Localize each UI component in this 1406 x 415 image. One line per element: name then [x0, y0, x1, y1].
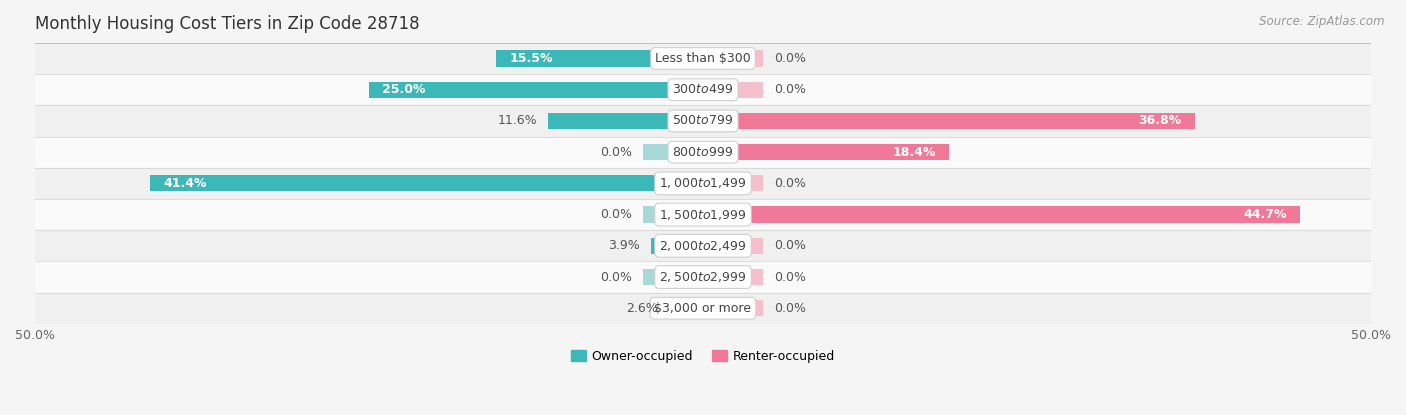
Bar — [703, 300, 763, 316]
Text: 11.6%: 11.6% — [498, 115, 537, 127]
Text: 0.0%: 0.0% — [600, 146, 633, 159]
Text: 0.0%: 0.0% — [773, 83, 806, 96]
Text: 41.4%: 41.4% — [163, 177, 207, 190]
Bar — [150, 175, 703, 191]
Bar — [35, 43, 1371, 74]
Text: Source: ZipAtlas.com: Source: ZipAtlas.com — [1260, 15, 1385, 27]
Text: 0.0%: 0.0% — [773, 271, 806, 283]
Bar — [496, 50, 703, 67]
Bar — [703, 50, 763, 67]
Text: $300 to $499: $300 to $499 — [672, 83, 734, 96]
Bar — [35, 74, 1371, 105]
Text: 0.0%: 0.0% — [773, 52, 806, 65]
Text: $1,000 to $1,499: $1,000 to $1,499 — [659, 176, 747, 190]
Bar — [643, 206, 703, 223]
Bar — [35, 261, 1371, 293]
Bar — [35, 105, 1371, 137]
Bar — [643, 144, 703, 160]
Text: 3.9%: 3.9% — [609, 239, 640, 252]
Text: 0.0%: 0.0% — [600, 271, 633, 283]
Bar — [703, 269, 763, 285]
Text: 25.0%: 25.0% — [382, 83, 426, 96]
Text: 36.8%: 36.8% — [1139, 115, 1181, 127]
Bar — [548, 113, 703, 129]
Text: $500 to $799: $500 to $799 — [672, 115, 734, 127]
Bar — [643, 269, 703, 285]
Legend: Owner-occupied, Renter-occupied: Owner-occupied, Renter-occupied — [565, 345, 841, 368]
Text: Less than $300: Less than $300 — [655, 52, 751, 65]
Text: $3,000 or more: $3,000 or more — [655, 302, 751, 315]
Text: $2,500 to $2,999: $2,500 to $2,999 — [659, 270, 747, 284]
Text: 0.0%: 0.0% — [773, 239, 806, 252]
Text: $1,500 to $1,999: $1,500 to $1,999 — [659, 208, 747, 222]
Text: 0.0%: 0.0% — [600, 208, 633, 221]
Bar — [703, 238, 763, 254]
Bar — [35, 168, 1371, 199]
Bar — [703, 82, 763, 98]
Bar — [703, 113, 1195, 129]
Bar — [703, 206, 1301, 223]
Text: 0.0%: 0.0% — [773, 302, 806, 315]
Text: 0.0%: 0.0% — [773, 177, 806, 190]
Bar — [703, 144, 949, 160]
Text: Monthly Housing Cost Tiers in Zip Code 28718: Monthly Housing Cost Tiers in Zip Code 2… — [35, 15, 419, 33]
Bar — [703, 175, 763, 191]
Text: 2.6%: 2.6% — [626, 302, 658, 315]
Text: $800 to $999: $800 to $999 — [672, 146, 734, 159]
Text: 15.5%: 15.5% — [509, 52, 553, 65]
Text: 44.7%: 44.7% — [1243, 208, 1286, 221]
Bar — [35, 293, 1371, 324]
Text: 18.4%: 18.4% — [891, 146, 935, 159]
Bar — [668, 300, 703, 316]
Text: $2,000 to $2,499: $2,000 to $2,499 — [659, 239, 747, 253]
Bar — [368, 82, 703, 98]
Bar — [35, 230, 1371, 261]
Bar — [35, 199, 1371, 230]
Bar — [35, 137, 1371, 168]
Bar — [651, 238, 703, 254]
